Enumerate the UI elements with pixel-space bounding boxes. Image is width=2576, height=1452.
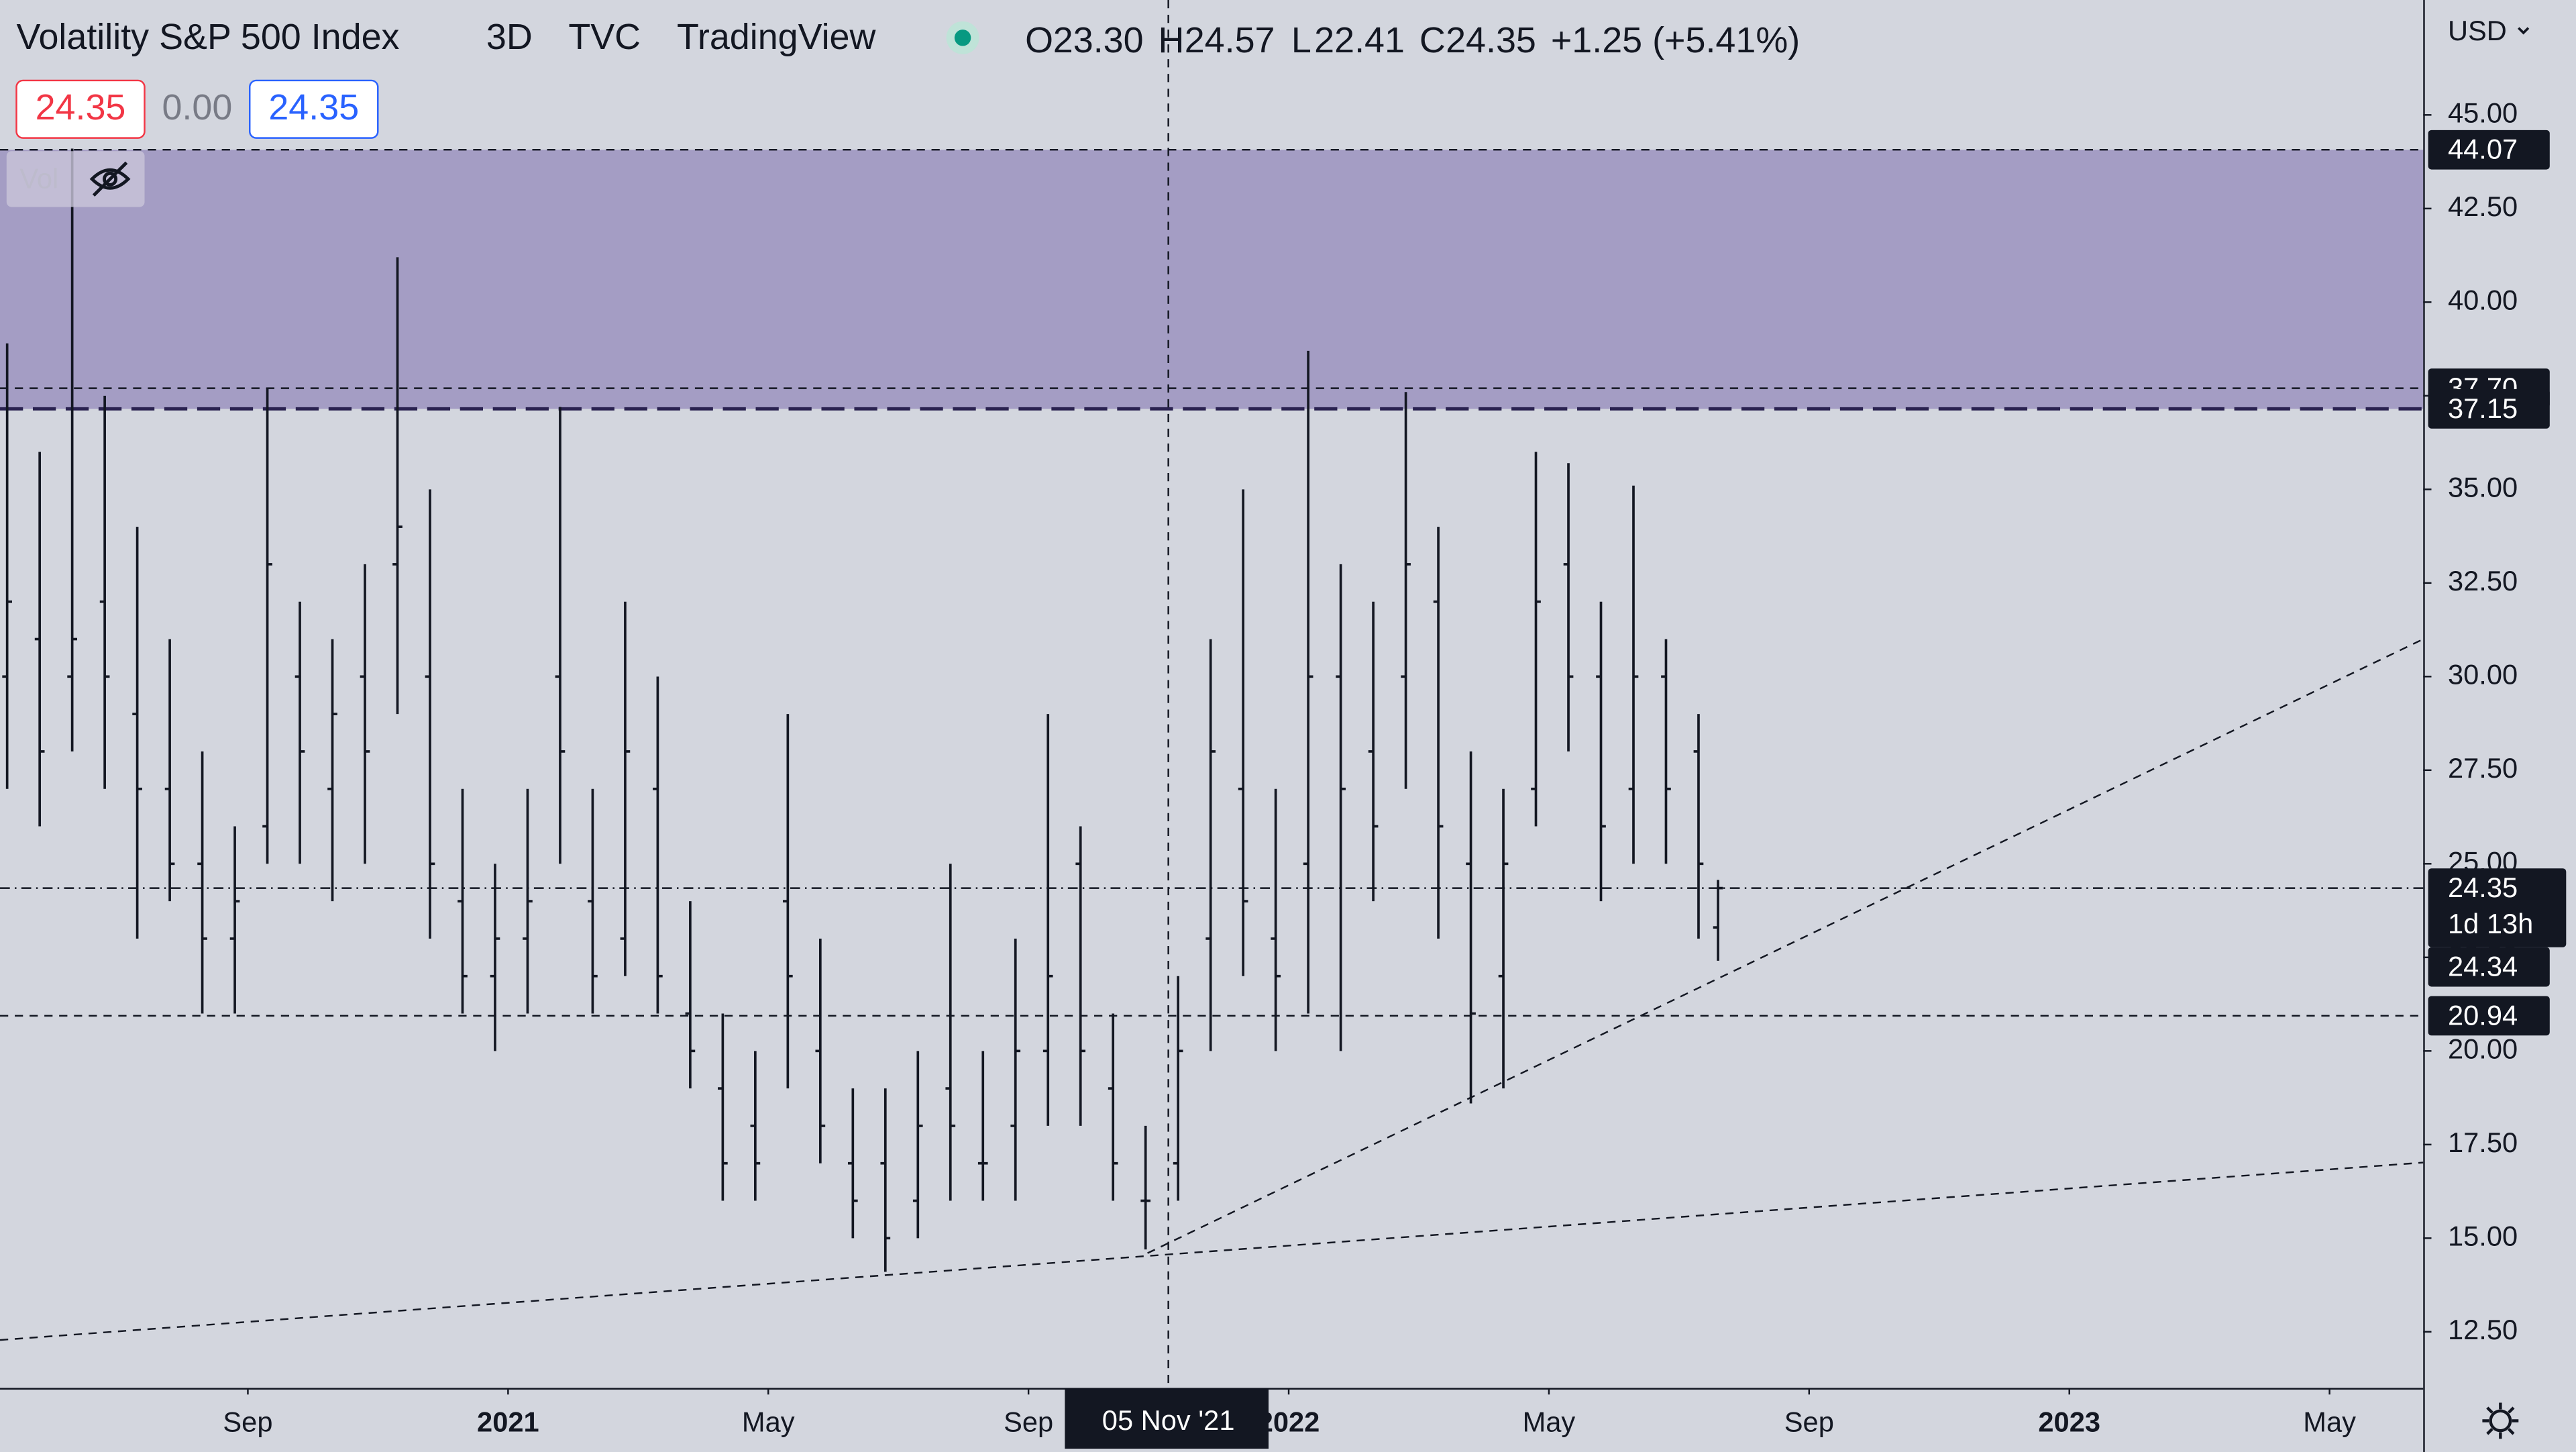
high-value: 24.57 [1185, 20, 1275, 60]
exchange: TVC [568, 17, 641, 57]
y-tick-label: 32.50 [2448, 565, 2518, 597]
x-tick-label: 2023 [2038, 1406, 2100, 1437]
price-tag: 37.15 [2448, 393, 2518, 424]
volume-legend[interactable] [6, 151, 145, 207]
hide-icon[interactable] [89, 161, 131, 197]
y-tick-label: 42.50 [2448, 191, 2518, 222]
x-tick-label: Sep [1004, 1406, 1053, 1437]
price-tag-box [2428, 388, 2550, 429]
low-value: 22.41 [1314, 20, 1405, 60]
close-value: 24.35 [1446, 20, 1536, 60]
price-tag-box [2428, 129, 2550, 170]
x-tick-label: Sep [1784, 1406, 1834, 1437]
y-tick-label: 45.00 [2448, 97, 2518, 128]
high-label: H [1159, 20, 1185, 60]
close-label: C [1419, 20, 1446, 60]
currency[interactable]: USD [2448, 15, 2507, 46]
y-tick-label: 12.50 [2448, 1314, 2518, 1345]
bid-price: 24.34 [2448, 951, 2518, 982]
buy-button[interactable] [249, 79, 379, 139]
countdown: 1d 13h [2448, 908, 2533, 939]
x-tick-label: Sep [223, 1406, 272, 1437]
spread: 0.00 [162, 87, 232, 127]
y-tick-label: 17.50 [2448, 1127, 2518, 1158]
x-tick-label: May [2303, 1406, 2356, 1437]
y-tick-label: 27.50 [2448, 752, 2518, 784]
interval: 3D [486, 17, 533, 57]
price-tag: 44.07 [2448, 134, 2518, 165]
y-tick-label: 20.00 [2448, 1033, 2518, 1064]
plot-area: 12.5015.0017.5020.0022.5025.0027.5030.00… [0, 0, 2518, 1437]
x-tick-label: May [742, 1406, 795, 1437]
volume-label: Vol [19, 162, 58, 194]
currency-caret[interactable] [2517, 27, 2530, 35]
market-status[interactable] [954, 30, 971, 46]
source: TradingView [677, 17, 877, 57]
crosshair-date-box [1065, 1389, 1269, 1449]
overlay: Volatility S&P 500 Index 3D TVC TradingV… [6, 15, 2567, 1449]
price-tag-box [2428, 996, 2550, 1036]
trendline [0, 1161, 2424, 1341]
x-tick-label: May [1523, 1406, 1576, 1437]
y-tick-label: 30.00 [2448, 658, 2518, 690]
settings-icon[interactable] [2482, 1402, 2519, 1439]
open-value: 23.30 [1053, 20, 1144, 60]
x-tick-label: 2021 [477, 1406, 539, 1437]
bid-box [2428, 947, 2550, 987]
change: +1.25 (+5.41%) [1551, 20, 1800, 60]
symbol-name: Volatility S&P 500 Index [16, 17, 399, 57]
y-tick-label: 35.00 [2448, 471, 2518, 503]
y-tick-label: 40.00 [2448, 284, 2518, 315]
low-label: L [1291, 20, 1311, 60]
last-price-box [2428, 868, 2567, 947]
open-label: O [1025, 20, 1053, 60]
crosshair-date: 05 Nov '21 [1102, 1404, 1235, 1436]
buy-price[interactable]: 24.35 [268, 87, 359, 127]
price-tag: 20.94 [2448, 999, 2518, 1031]
last-price: 24.35 [2448, 872, 2518, 903]
sell-price[interactable]: 24.35 [36, 87, 126, 127]
resistance-zone [0, 150, 2424, 409]
y-tick-label: 15.00 [2448, 1220, 2518, 1251]
sell-button[interactable] [15, 79, 146, 139]
